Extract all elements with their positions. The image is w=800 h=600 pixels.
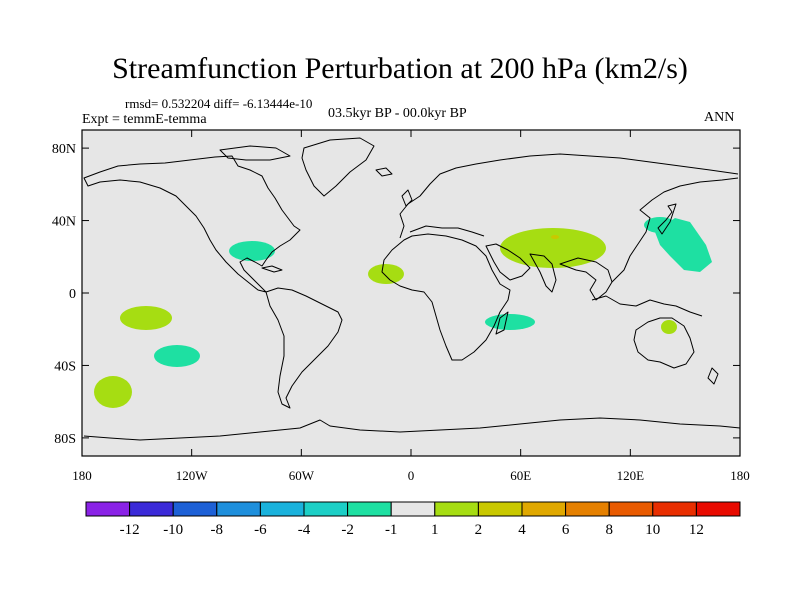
coastline-new-zealand [707,367,719,385]
coastline-iceland [375,167,393,177]
coastline-india [529,253,557,293]
colorbar-swatch [477,501,523,517]
colorbar-label: -10 [163,522,183,538]
coastline-south-america [265,287,343,409]
lon-label: 180 [730,468,750,483]
lat-label: 80S [54,432,76,447]
colorbar-swatch [129,501,174,517]
colorbar-swatch [303,501,349,517]
coastline-antarctica [83,417,741,441]
colorbar-swatch [259,501,305,517]
colorbar-label: -8 [211,522,224,538]
coastline-cuba [261,265,283,273]
colorbar-label: -6 [254,522,267,538]
colorbar-label: -2 [341,522,354,538]
coastline-australia [633,317,695,369]
coastline-arctic-islands [219,145,291,161]
colorbar-swatch [565,501,610,517]
anomaly-arabia-india [500,228,606,268]
lon-label: 120W [176,468,209,483]
colorbar-swatch [85,501,131,517]
stats-text: rmsd= 0.532204 diff= -6.13444e-10 [125,96,313,111]
anomaly-south-pacific-3 [94,376,132,408]
anomaly-australia [661,320,677,334]
colorbar-swatch [608,501,654,517]
coastline-japan [657,203,677,235]
anomaly-west-pacific [655,218,712,272]
coastline-east-asia [611,177,739,283]
colorbar-label: 12 [689,522,704,538]
colorbar-swatch [434,501,479,517]
colorbar-label: 2 [475,522,483,538]
colorbar-label: -4 [298,522,311,538]
coastline-north-america [83,155,301,293]
colorbar-swatch [390,501,436,517]
anomaly-gulf-mexico [229,241,275,261]
lat-label: 0 [69,287,76,302]
chart-title: Streamfunction Perturbation at 200 hPa (… [112,52,688,85]
colorbar-swatch [652,501,697,517]
anomaly-south-pacific-1 [120,306,172,330]
colorbar-swatch [347,501,392,517]
coastline-mediterranean [409,225,485,237]
colorbar-label: 6 [562,522,570,538]
coastline-africa [381,233,511,361]
map-background [82,130,740,456]
coastline-greenland [301,137,375,197]
colorbar-swatch [216,501,261,517]
lat-label: 40S [54,359,76,374]
anomaly-west-africa [368,264,404,284]
anomaly-south-pacific-2 [154,345,200,367]
coastline-arabia [485,243,531,281]
lat-label: 80N [52,142,76,157]
latitude-ticks: 80N 40N 0 40S 80S [52,142,740,447]
colorbar-label: -1 [385,522,398,538]
lat-label: 40N [52,215,76,230]
colorbar-label: -12 [120,522,140,538]
longitude-ticks: 180 120W 60W 0 60E 120E 180 [72,130,750,483]
colorbar-swatch [172,501,218,517]
anomaly-madagascar [485,314,535,330]
lon-label: 0 [408,468,415,483]
colorbar: -12 -10 -8 -6 -4 -2 -1 1 2 4 6 8 10 12 [85,501,741,538]
colorbar-label: 4 [518,522,526,538]
colorbar-swatch [695,501,741,517]
coastline-british-isles [401,189,413,207]
colorbar-label: 10 [645,522,660,538]
lon-label: 60W [289,468,315,483]
lon-label: 180 [72,468,92,483]
colorbar-label: 8 [605,522,613,538]
anomaly-arabia-peak [551,235,559,239]
coastlines [83,137,741,441]
lon-label: 120E [617,468,645,483]
colorbar-swatch [521,501,567,517]
period-label: 03.5kyr BP - 00.0kyr BP [328,106,467,121]
colorbar-label: 1 [431,522,439,538]
coastline-indonesia [591,295,703,317]
season-label: ANN [704,110,735,125]
lon-label: 60E [510,468,531,483]
coastline-madagascar [495,311,509,335]
coastline-southeast-asia [559,257,613,301]
experiment-label: Expt = temmE-temma [82,112,207,127]
